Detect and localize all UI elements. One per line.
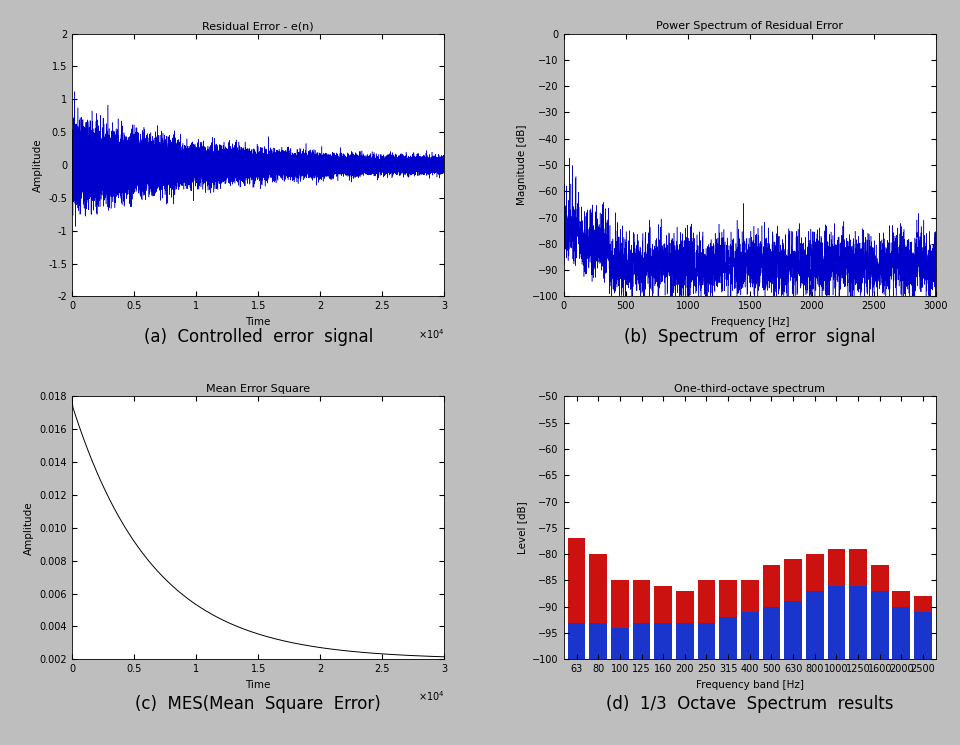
Bar <box>828 586 845 659</box>
X-axis label: Frequency [Hz]: Frequency [Hz] <box>710 317 789 327</box>
Y-axis label: Amplitude: Amplitude <box>24 501 34 555</box>
Text: (a)  Controlled  error  signal: (a) Controlled error signal <box>144 329 372 346</box>
Bar <box>589 554 607 623</box>
Bar <box>784 559 802 601</box>
Bar <box>698 580 715 623</box>
Y-axis label: Magnitude [dB]: Magnitude [dB] <box>516 124 527 205</box>
Bar <box>611 628 629 659</box>
Y-axis label: Level [dB]: Level [dB] <box>516 501 527 554</box>
Bar <box>698 623 715 659</box>
Bar <box>676 591 694 623</box>
Bar <box>741 580 758 612</box>
Bar <box>805 591 824 659</box>
Bar <box>633 580 651 623</box>
Bar <box>828 549 845 586</box>
Bar <box>914 612 932 659</box>
Title: One-third-octave spectrum: One-third-octave spectrum <box>674 384 826 394</box>
Bar <box>871 565 889 591</box>
Title: Mean Error Square: Mean Error Square <box>206 384 310 394</box>
Title: Residual Error - e(n): Residual Error - e(n) <box>203 22 314 31</box>
Bar <box>850 549 867 586</box>
Text: $\times10^{4}$: $\times10^{4}$ <box>418 327 444 340</box>
Bar <box>567 539 586 623</box>
X-axis label: Frequency band [Hz]: Frequency band [Hz] <box>696 679 804 690</box>
Bar <box>633 623 651 659</box>
Text: (c)  MES(Mean  Square  Error): (c) MES(Mean Square Error) <box>135 695 381 713</box>
Bar <box>805 554 824 591</box>
Bar <box>871 591 889 659</box>
Bar <box>741 612 758 659</box>
X-axis label: Time: Time <box>246 317 271 327</box>
Bar <box>914 596 932 612</box>
Text: (b)  Spectrum  of  error  signal: (b) Spectrum of error signal <box>624 329 876 346</box>
Bar <box>589 623 607 659</box>
Bar <box>893 591 910 606</box>
Bar <box>655 623 672 659</box>
Text: $\times10^{4}$: $\times10^{4}$ <box>418 690 444 703</box>
Bar <box>784 601 802 659</box>
Bar <box>893 606 910 659</box>
Title: Power Spectrum of Residual Error: Power Spectrum of Residual Error <box>657 22 843 31</box>
Bar <box>762 606 780 659</box>
Bar <box>850 586 867 659</box>
Bar <box>567 623 586 659</box>
Bar <box>676 623 694 659</box>
Bar <box>655 586 672 623</box>
Bar <box>762 565 780 606</box>
Text: (d)  1/3  Octave  Spectrum  results: (d) 1/3 Octave Spectrum results <box>606 695 894 713</box>
Bar <box>719 618 737 659</box>
Bar <box>611 580 629 628</box>
Y-axis label: Amplitude: Amplitude <box>33 138 42 191</box>
X-axis label: Time: Time <box>246 679 271 690</box>
Bar <box>719 580 737 618</box>
